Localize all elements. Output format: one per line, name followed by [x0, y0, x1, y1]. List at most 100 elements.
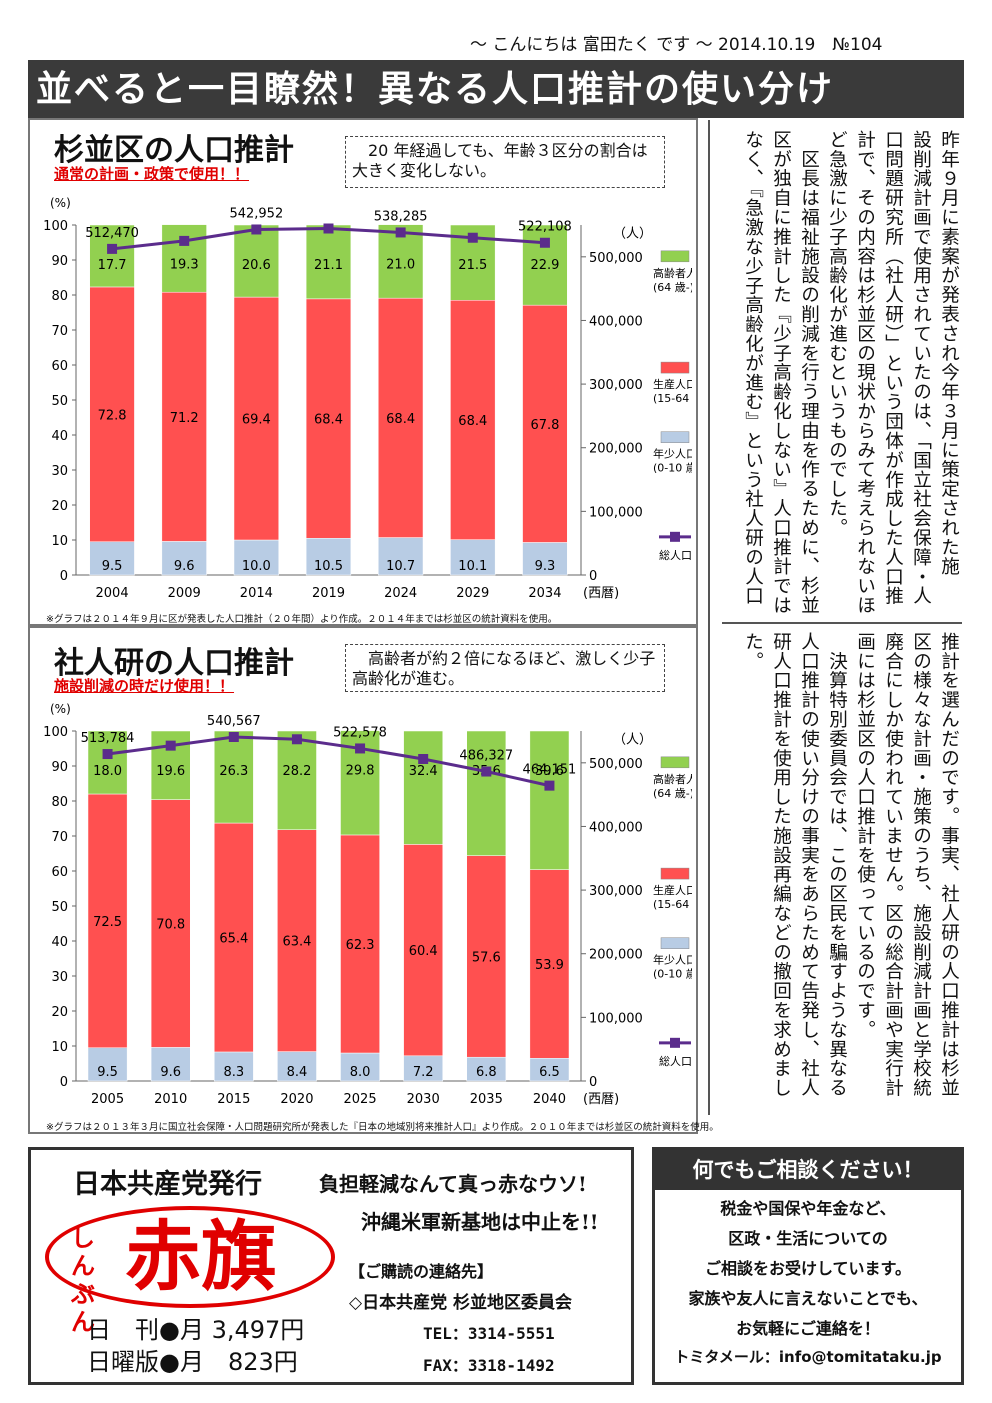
- x-tick-label: 2004: [96, 586, 129, 601]
- total-point: [165, 740, 176, 751]
- y-tick-label: 60: [51, 359, 68, 374]
- consult-title: 何でもご相談ください！: [655, 1150, 961, 1190]
- x-tick-label: 2009: [168, 586, 201, 601]
- legend-swatch: [660, 756, 690, 769]
- y-tick-label: 10: [51, 534, 68, 549]
- data-label: 32.4: [409, 764, 438, 779]
- bar-segment-working: [213, 822, 254, 1053]
- total-point: [228, 732, 239, 743]
- y-tick-label: 40: [51, 429, 68, 444]
- data-label: 29.8: [346, 764, 375, 779]
- y2-tick-label: 0: [589, 1075, 597, 1090]
- data-label: 18.0: [93, 764, 122, 779]
- y2-tick-label: 500,000: [589, 251, 643, 266]
- data-label: 71.2: [170, 411, 199, 426]
- total-label: 512,470: [85, 226, 139, 241]
- ad-sunday-price: 日曜版●月 823円: [87, 1348, 298, 1376]
- x-tick-label: 2025: [344, 1092, 377, 1107]
- y2-tick-label: 400,000: [589, 314, 643, 329]
- total-point: [179, 235, 190, 246]
- total-point: [355, 743, 366, 754]
- article-line: 設削減計画で使用されていたのは、「国立社会保障・人: [910, 130, 931, 606]
- x-tick-label: 2029: [456, 586, 489, 601]
- bar-segment-young: [213, 1051, 254, 1082]
- consult-line: ご相談をお受けしています。: [705, 1259, 911, 1278]
- y-tick-label: 100: [43, 725, 68, 740]
- data-label: 72.5: [93, 915, 122, 930]
- chart2-footnote: ※グラフは２０１３年３月に国立社会保障・人口問題研究所が発表した『日本の地域別将…: [46, 1122, 719, 1133]
- y2-unit: （人）: [613, 732, 652, 747]
- bar-segment-working: [450, 300, 496, 540]
- chart1-footnote: ※グラフは２０１４年９月に区が発表した人口推計（２０年間）より作成。２０１４年ま…: [46, 614, 558, 625]
- legend-label: (0-10 歳): [653, 968, 692, 981]
- total-point: [539, 237, 550, 248]
- total-label: 522,108: [518, 220, 572, 235]
- y2-tick-label: 400,000: [589, 820, 643, 835]
- consult-line: 区政・生活についての: [728, 1229, 888, 1248]
- consult-email[interactable]: トミタメール：info@tomitataku.jp: [674, 1348, 942, 1366]
- bar-segment-young: [161, 541, 207, 576]
- y2-tick-label: 200,000: [589, 948, 643, 963]
- y-tick-label: 50: [51, 394, 68, 409]
- bar-segment-elderly: [277, 730, 317, 830]
- article-line: 区が独自に推計した『少子高齢化しない』人口推計では: [770, 130, 791, 615]
- data-label: 28.2: [282, 764, 311, 779]
- y-unit: (%): [50, 196, 71, 210]
- legend-label: 生産人口: [653, 377, 692, 391]
- legend-label: 高齢者人口: [653, 266, 692, 280]
- chart1-frame: [28, 118, 698, 626]
- ad-slogan2: 沖縄米軍新基地は中止を!!: [361, 1210, 599, 1234]
- x-tick-label: 2024: [384, 586, 417, 601]
- header-line: ～ こんにちは 富田たく です ～ 2014.10.19 №104: [470, 35, 883, 55]
- bar-segment-young: [378, 537, 424, 576]
- total-label: 522,578: [333, 725, 387, 740]
- bar-segment-elderly: [89, 224, 135, 288]
- y2-tick-label: 300,000: [589, 884, 643, 899]
- consult-line: 家族や友人に言えないことでも、: [688, 1289, 928, 1308]
- article-line: 画には杉並区の人口推計を使っているのです。: [854, 632, 875, 1040]
- y-tick-label: 10: [51, 1040, 68, 1055]
- data-label: 6.5: [539, 1065, 560, 1080]
- bar-segment-elderly: [403, 730, 444, 845]
- data-label: 70.8: [156, 918, 185, 933]
- total-point: [467, 232, 478, 243]
- x-tick-label: 2034: [528, 586, 561, 601]
- total-point: [481, 766, 492, 777]
- y-tick-label: 100: [43, 219, 68, 234]
- consult-line: お気軽にご連絡を！: [736, 1319, 880, 1338]
- article-line: 人口推計の使い分けの事実をあらためて告発し、社人: [798, 632, 819, 1098]
- total-label: 538,285: [374, 209, 428, 224]
- total-point: [107, 243, 118, 254]
- legend-swatch: [660, 867, 690, 880]
- bar-segment-young: [233, 539, 279, 576]
- data-label: 53.9: [535, 958, 564, 973]
- data-label: 8.4: [287, 1065, 308, 1080]
- legend-label: 高齢者人口: [653, 772, 692, 786]
- data-label: 21.1: [314, 258, 343, 273]
- y-tick-label: 30: [51, 970, 68, 985]
- data-label: 67.8: [530, 418, 559, 433]
- total-point: [291, 734, 302, 745]
- y2-tick-label: 0: [589, 569, 597, 584]
- x-tick-label: 2005: [91, 1092, 124, 1107]
- legend-swatch: [660, 361, 690, 374]
- y-tick-label: 70: [51, 324, 68, 339]
- x-tick-label: 2019: [312, 586, 345, 601]
- chart2-note: 高齢者が約２倍になるほど、激しく少子高齢化が進む。: [345, 644, 665, 692]
- article-line: ど急激に少子高齢化が進むというものでした。: [826, 130, 847, 538]
- y2-tick-label: 200,000: [589, 442, 643, 457]
- data-label: 8.0: [350, 1065, 371, 1080]
- chart2-subtitle: 施設削減の時だけ使用！！: [54, 677, 235, 695]
- y-tick-label: 80: [51, 795, 68, 810]
- bar-segment-working: [466, 855, 507, 1058]
- y-tick-label: 90: [51, 254, 68, 269]
- total-line: [107, 735, 550, 788]
- chart2-title: 社人研の人口推計: [54, 646, 294, 681]
- legend-label: 年少人口: [653, 447, 692, 461]
- total-point: [251, 224, 262, 235]
- bar-segment-working: [305, 298, 352, 539]
- y-tick-label: 20: [51, 499, 68, 514]
- ad-contact-org: ◇日本共産党 杉並地区委員会: [349, 1293, 572, 1313]
- legend-label: (64 歳-): [653, 281, 692, 294]
- y2-tick-label: 100,000: [589, 1011, 643, 1026]
